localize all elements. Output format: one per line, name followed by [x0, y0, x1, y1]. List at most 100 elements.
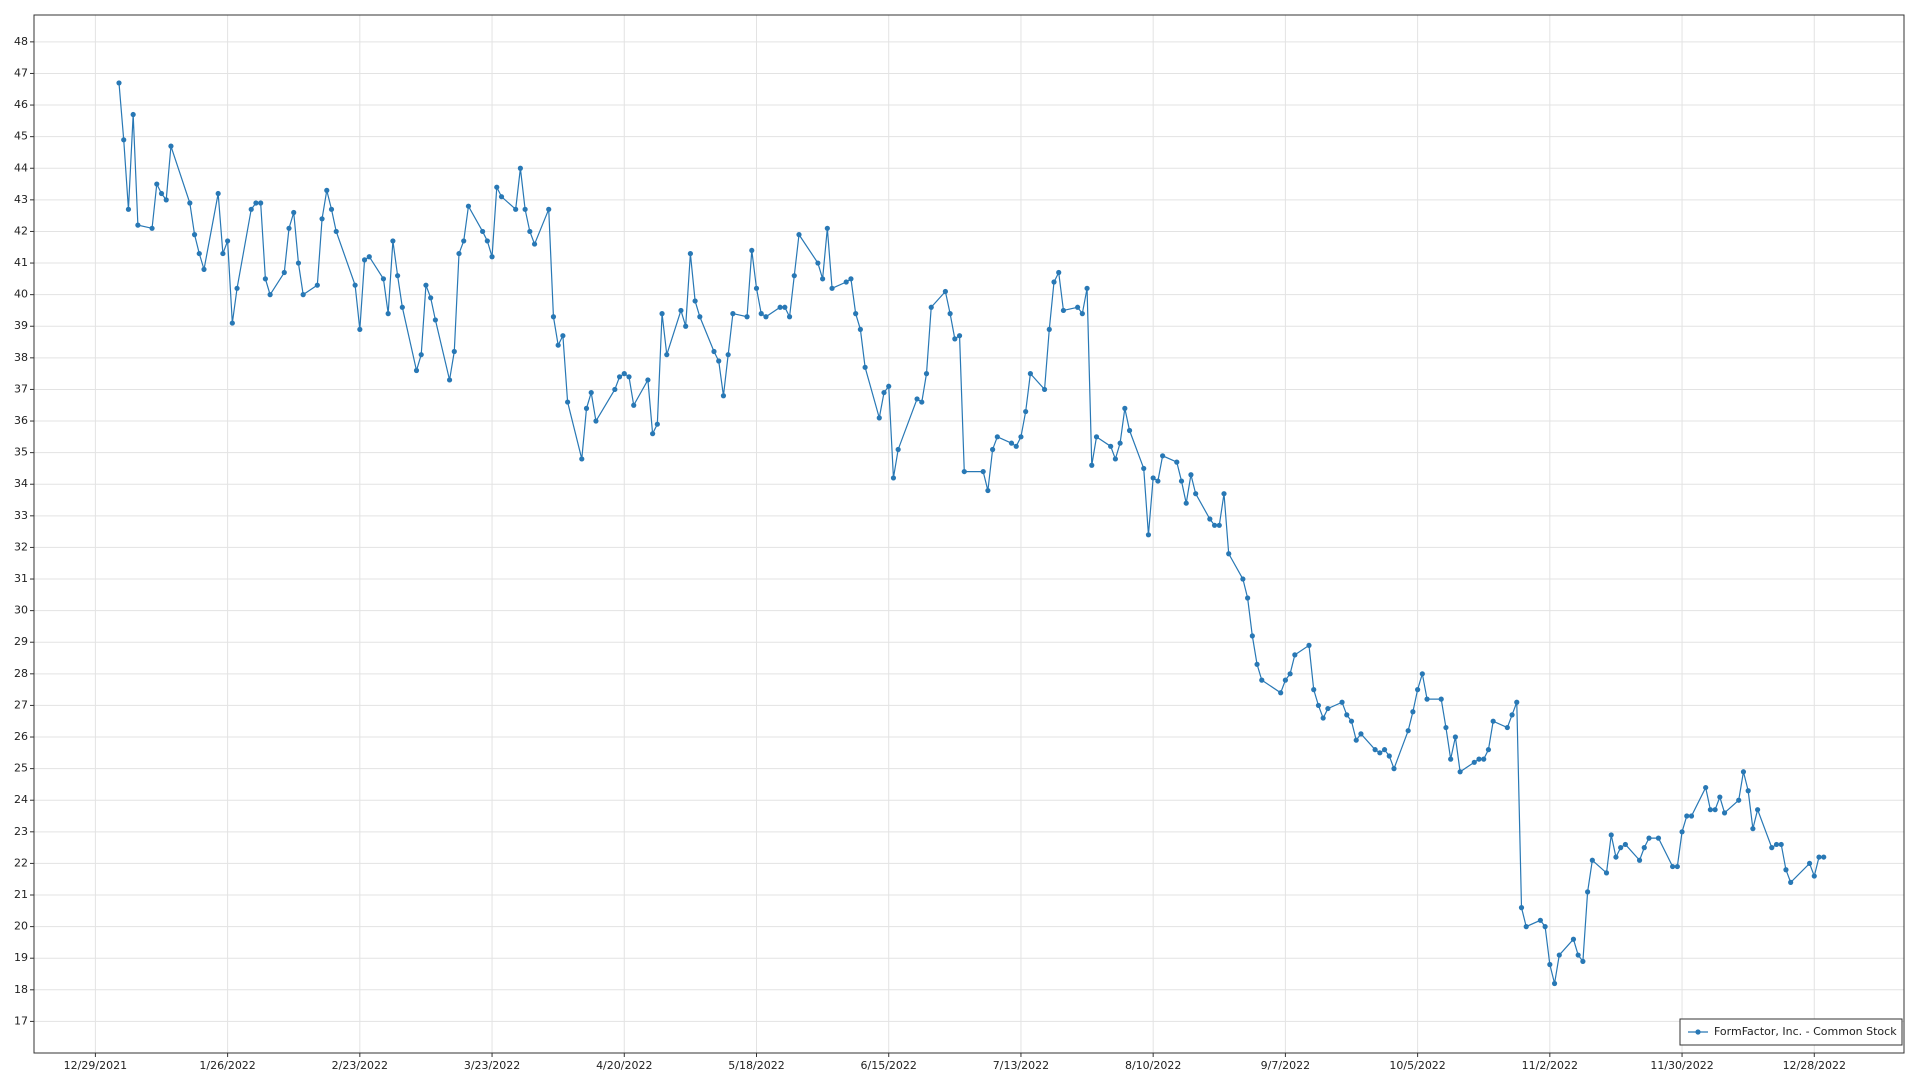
data-point [361, 257, 368, 263]
data-point [1457, 769, 1463, 775]
data-point [1041, 386, 1048, 393]
x-tick-label: 12/29/2021 [64, 1059, 127, 1072]
data-point [1419, 671, 1425, 677]
data-point [1259, 677, 1265, 683]
data-point [319, 216, 325, 222]
data-point [328, 206, 335, 212]
data-point [1806, 860, 1813, 867]
data-point [196, 250, 202, 257]
y-tick-label: 39 [14, 319, 28, 332]
data-point [1193, 491, 1199, 497]
data-point [1008, 440, 1015, 446]
data-point [1551, 980, 1558, 987]
data-point [1618, 845, 1624, 851]
data-point [843, 279, 849, 285]
data-point [300, 292, 306, 298]
x-tick-label: 12/28/2022 [1783, 1059, 1846, 1072]
data-point [253, 200, 259, 206]
data-point [1481, 756, 1487, 762]
data-point [815, 260, 821, 266]
data-point [418, 352, 424, 358]
data-point [1740, 769, 1747, 775]
data-point [687, 250, 693, 257]
data-point [1311, 687, 1317, 693]
data-point [848, 276, 854, 282]
data-point [1537, 917, 1543, 923]
data-point [876, 415, 882, 421]
data-point [465, 203, 472, 209]
data-point [1060, 307, 1067, 314]
data-point [588, 389, 594, 396]
data-point [579, 456, 585, 462]
data-point [1344, 712, 1350, 718]
y-tick-label: 36 [14, 414, 28, 427]
data-point [1056, 269, 1062, 276]
data-point [1745, 788, 1751, 794]
data-point [1178, 478, 1185, 484]
data-point [1320, 715, 1326, 721]
data-point [446, 377, 453, 383]
y-tick-label: 22 [14, 856, 28, 869]
data-point [683, 323, 689, 329]
data-point [1641, 845, 1647, 851]
data-point [853, 311, 859, 317]
data-point [692, 298, 698, 304]
data-point [1226, 551, 1232, 557]
y-tick-label: 44 [14, 161, 28, 174]
data-point [1391, 766, 1397, 772]
y-tick-label: 41 [14, 256, 28, 269]
data-point [314, 282, 320, 288]
data-point [1353, 737, 1359, 743]
legend-label: FormFactor, Inc. - Common Stock [1714, 1025, 1897, 1038]
data-point [1023, 408, 1029, 415]
y-tick-label: 19 [14, 951, 28, 964]
data-point [1122, 405, 1128, 411]
data-point [163, 197, 169, 203]
data-point [1013, 443, 1019, 449]
data-point [1471, 759, 1477, 765]
data-point [560, 333, 566, 339]
data-point [749, 247, 755, 254]
data-point [130, 111, 136, 118]
y-tick-label: 43 [14, 193, 28, 206]
data-point [1608, 832, 1614, 838]
data-point [1325, 705, 1331, 712]
data-point [352, 282, 358, 288]
data-point [659, 311, 665, 317]
data-point [1108, 443, 1114, 449]
data-point [956, 333, 963, 339]
data-point [1183, 500, 1189, 506]
x-tick-label: 11/30/2022 [1650, 1059, 1713, 1072]
data-point [1717, 794, 1723, 800]
data-point [158, 190, 165, 197]
data-point [229, 320, 235, 326]
data-point [1216, 522, 1222, 528]
data-point [1670, 863, 1676, 870]
data-point [1339, 699, 1345, 705]
data-point [985, 487, 991, 494]
data-point [1655, 835, 1662, 841]
data-point [616, 374, 623, 380]
data-point [1679, 829, 1685, 835]
data-point [168, 143, 174, 149]
data-point [763, 314, 769, 320]
data-point [1188, 472, 1194, 478]
data-point [1476, 756, 1482, 762]
data-point [1405, 728, 1411, 734]
y-tick-label: 25 [14, 762, 28, 775]
data-point [357, 326, 363, 333]
data-point [1613, 854, 1619, 860]
data-point [1075, 304, 1081, 310]
data-point [626, 374, 632, 380]
data-point [286, 225, 292, 231]
y-tick-label: 26 [14, 730, 28, 743]
data-point [1575, 952, 1581, 958]
data-point [1089, 462, 1095, 468]
data-point [1348, 718, 1355, 724]
data-point [1084, 285, 1090, 291]
x-tick-label: 8/10/2022 [1125, 1059, 1181, 1072]
data-point [886, 383, 892, 389]
data-point [1783, 867, 1789, 873]
y-tick-label: 18 [14, 983, 28, 996]
data-point [1254, 661, 1260, 667]
